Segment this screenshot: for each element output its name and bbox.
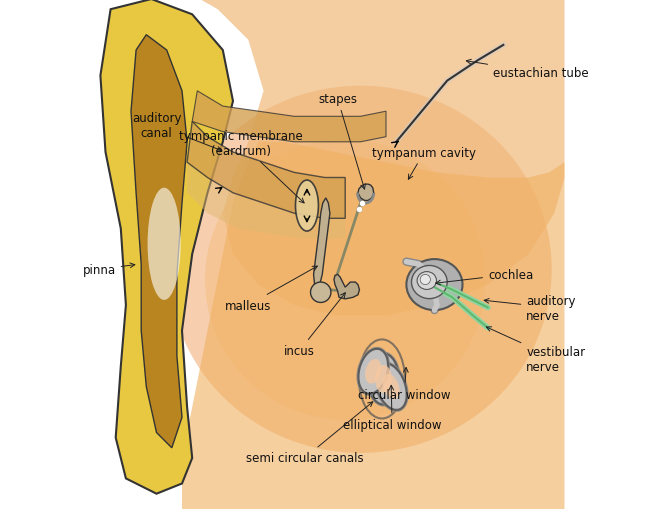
Ellipse shape bbox=[374, 361, 409, 412]
Text: semi circular canals: semi circular canals bbox=[246, 402, 373, 465]
Ellipse shape bbox=[205, 140, 486, 420]
Ellipse shape bbox=[365, 359, 381, 384]
Text: circular window: circular window bbox=[358, 368, 451, 401]
Text: tympanum cavity: tympanum cavity bbox=[373, 146, 476, 180]
Ellipse shape bbox=[295, 181, 318, 232]
Text: auditory
nerve: auditory nerve bbox=[484, 294, 576, 322]
Polygon shape bbox=[131, 36, 187, 448]
Ellipse shape bbox=[356, 347, 390, 396]
Text: malleus: malleus bbox=[225, 267, 318, 312]
Text: eustachian tube: eustachian tube bbox=[466, 60, 589, 80]
Text: cochlea: cochlea bbox=[436, 268, 533, 286]
Text: pinna: pinna bbox=[82, 263, 135, 276]
Text: vestibular
nerve: vestibular nerve bbox=[486, 327, 586, 373]
Ellipse shape bbox=[368, 354, 399, 405]
Polygon shape bbox=[358, 185, 374, 201]
Polygon shape bbox=[187, 163, 345, 239]
Text: stapes: stapes bbox=[318, 93, 365, 190]
Polygon shape bbox=[182, 143, 565, 509]
Ellipse shape bbox=[170, 87, 552, 453]
Text: incus: incus bbox=[284, 293, 345, 358]
Ellipse shape bbox=[375, 365, 392, 393]
Ellipse shape bbox=[383, 374, 400, 400]
Ellipse shape bbox=[375, 363, 407, 410]
Circle shape bbox=[420, 275, 430, 285]
Text: tympanic membrane
(eardrum): tympanic membrane (eardrum) bbox=[179, 130, 304, 204]
Ellipse shape bbox=[366, 352, 401, 407]
Text: auditory
canal: auditory canal bbox=[132, 112, 222, 152]
Ellipse shape bbox=[417, 272, 436, 290]
Ellipse shape bbox=[411, 266, 447, 299]
Polygon shape bbox=[182, 0, 565, 316]
Ellipse shape bbox=[147, 188, 181, 300]
Polygon shape bbox=[314, 199, 330, 285]
Ellipse shape bbox=[407, 260, 462, 310]
Polygon shape bbox=[187, 122, 345, 219]
Circle shape bbox=[310, 282, 331, 303]
Text: elliptical window: elliptical window bbox=[343, 386, 442, 432]
Polygon shape bbox=[100, 0, 233, 494]
Polygon shape bbox=[192, 92, 386, 143]
Polygon shape bbox=[334, 275, 360, 299]
Ellipse shape bbox=[358, 349, 388, 394]
